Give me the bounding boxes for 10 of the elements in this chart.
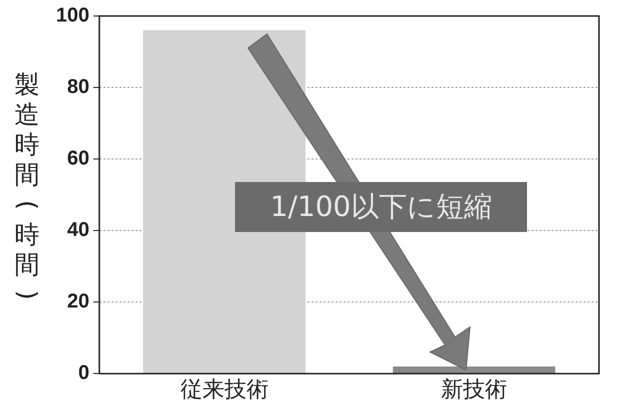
y-axis-title: 製造時間(時間) xyxy=(12,70,42,302)
y-tick-label: 100 xyxy=(56,4,90,27)
y-tick-label: 0 xyxy=(78,362,90,384)
y-tick-label: 20 xyxy=(67,290,90,313)
annotation: 1/100以下に短縮 xyxy=(235,182,527,232)
x-tick-label: 従来技術 xyxy=(180,378,268,403)
y-tick-label: 40 xyxy=(67,219,90,242)
y-tick-label: 80 xyxy=(67,76,90,98)
y-tick-label: 60 xyxy=(67,148,90,170)
x-tick-label: 新技術 xyxy=(441,378,508,403)
